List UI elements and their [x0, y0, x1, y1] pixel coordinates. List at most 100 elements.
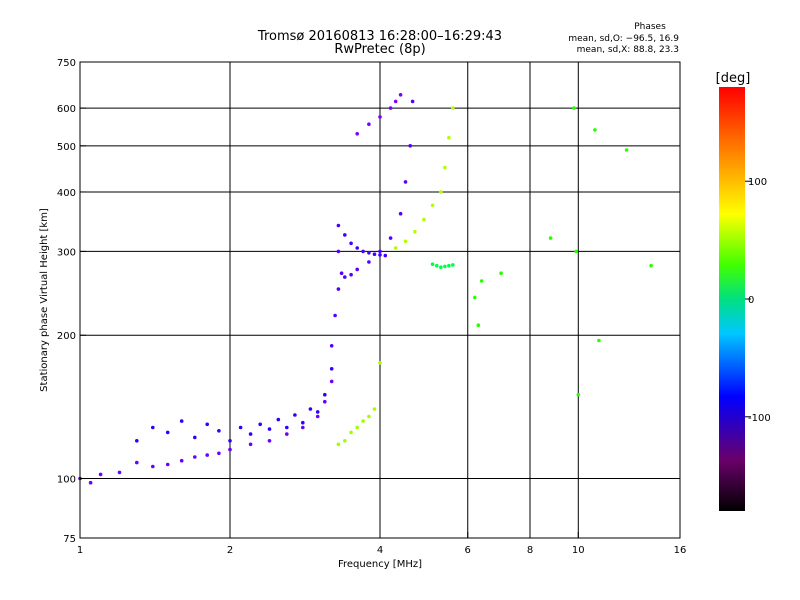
data-point — [179, 419, 184, 423]
data-point — [349, 241, 353, 246]
data-point — [135, 460, 139, 465]
data-point — [276, 417, 281, 422]
y-tick-label: 400 — [57, 188, 76, 199]
y-tick-label: 750 — [57, 58, 76, 69]
data-point — [315, 410, 320, 414]
data-point — [355, 267, 360, 272]
grid — [80, 62, 680, 538]
data-point — [398, 211, 403, 216]
data-point — [367, 251, 371, 255]
data-point — [343, 439, 347, 443]
data-point — [329, 379, 334, 384]
data-point — [378, 249, 382, 254]
y-tick-label: 600 — [57, 104, 76, 115]
data-point — [343, 233, 347, 237]
colorbar-tick-label: 0 — [748, 295, 754, 306]
y-tick-label: 500 — [57, 142, 76, 153]
phases-mean-o: mean, sd,O: −96.5, 16.9 — [568, 34, 679, 44]
data-points — [78, 93, 653, 485]
data-point — [499, 271, 503, 276]
phases-mean-x: mean, sd,X: 88.8, 23.3 — [577, 45, 679, 55]
data-point — [378, 361, 382, 365]
data-point — [217, 451, 221, 456]
y-tick-label: 75 — [63, 534, 76, 545]
data-point — [572, 106, 576, 110]
data-point — [372, 407, 377, 411]
colorbar-ticks: 100 0 -100 — [745, 177, 771, 424]
data-point — [447, 263, 451, 268]
data-point — [285, 425, 289, 430]
data-point — [447, 135, 451, 140]
chart-subtitle: RwPretec (8p) — [334, 42, 425, 57]
data-point — [151, 425, 155, 430]
x-tick-label: 4 — [377, 545, 383, 556]
data-point — [476, 323, 481, 328]
data-point — [293, 413, 297, 417]
data-point — [315, 414, 320, 419]
data-point — [393, 99, 398, 104]
data-point — [378, 115, 382, 119]
data-point — [574, 249, 578, 254]
data-point — [205, 422, 209, 427]
data-point — [248, 442, 253, 447]
data-point — [355, 132, 360, 136]
data-point — [413, 229, 417, 234]
data-point — [165, 462, 170, 467]
data-point — [135, 439, 139, 443]
data-point — [451, 106, 455, 110]
data-point — [98, 472, 103, 477]
y-tick-label: 300 — [57, 247, 76, 258]
data-point — [323, 392, 327, 397]
data-point — [435, 263, 439, 268]
data-point — [403, 239, 408, 244]
y-tick-label: 200 — [57, 331, 76, 342]
data-point — [361, 249, 365, 254]
data-point — [393, 246, 398, 250]
data-point — [165, 430, 170, 435]
data-point — [179, 458, 184, 463]
data-point — [473, 295, 477, 300]
data-point — [248, 432, 253, 436]
data-point — [451, 263, 455, 267]
colorbar-tick-label: 100 — [748, 177, 767, 188]
data-point — [430, 203, 435, 208]
x-tick-label: 6 — [465, 545, 471, 556]
data-point — [443, 264, 447, 269]
data-point — [323, 399, 327, 404]
data-point — [383, 253, 388, 258]
x-tick-label: 1 — [77, 545, 83, 556]
data-point — [576, 392, 581, 397]
data-point — [408, 144, 413, 148]
x-tick-label: 2 — [227, 545, 233, 556]
data-point — [258, 422, 263, 427]
y-axis-label: Stationary phase Virtual Height [km] — [39, 208, 50, 392]
x-axis-label: Frequency [MHz] — [338, 559, 422, 570]
data-point — [367, 122, 371, 126]
data-point — [301, 420, 305, 425]
x-tick-label: 8 — [527, 545, 533, 556]
data-point — [355, 425, 360, 430]
data-point — [398, 93, 403, 97]
phases-heading: Phases — [634, 22, 666, 32]
data-point — [336, 249, 341, 254]
data-point — [439, 265, 443, 270]
data-point — [228, 447, 232, 452]
data-point — [403, 180, 408, 184]
data-point — [117, 470, 122, 475]
data-point — [88, 480, 93, 485]
data-point — [267, 427, 272, 431]
x-tick-label: 16 — [674, 545, 687, 556]
data-point — [217, 429, 221, 433]
data-point — [388, 106, 393, 110]
data-point — [349, 272, 353, 277]
data-point — [548, 236, 553, 240]
data-point — [597, 338, 601, 343]
data-point — [267, 439, 272, 443]
data-point — [388, 236, 393, 240]
data-point — [624, 148, 629, 152]
chart-title: Tromsø 20160813 16:28:00–16:29:43 — [257, 29, 502, 44]
data-point — [228, 439, 232, 443]
data-point — [443, 165, 447, 170]
data-point — [205, 453, 209, 457]
